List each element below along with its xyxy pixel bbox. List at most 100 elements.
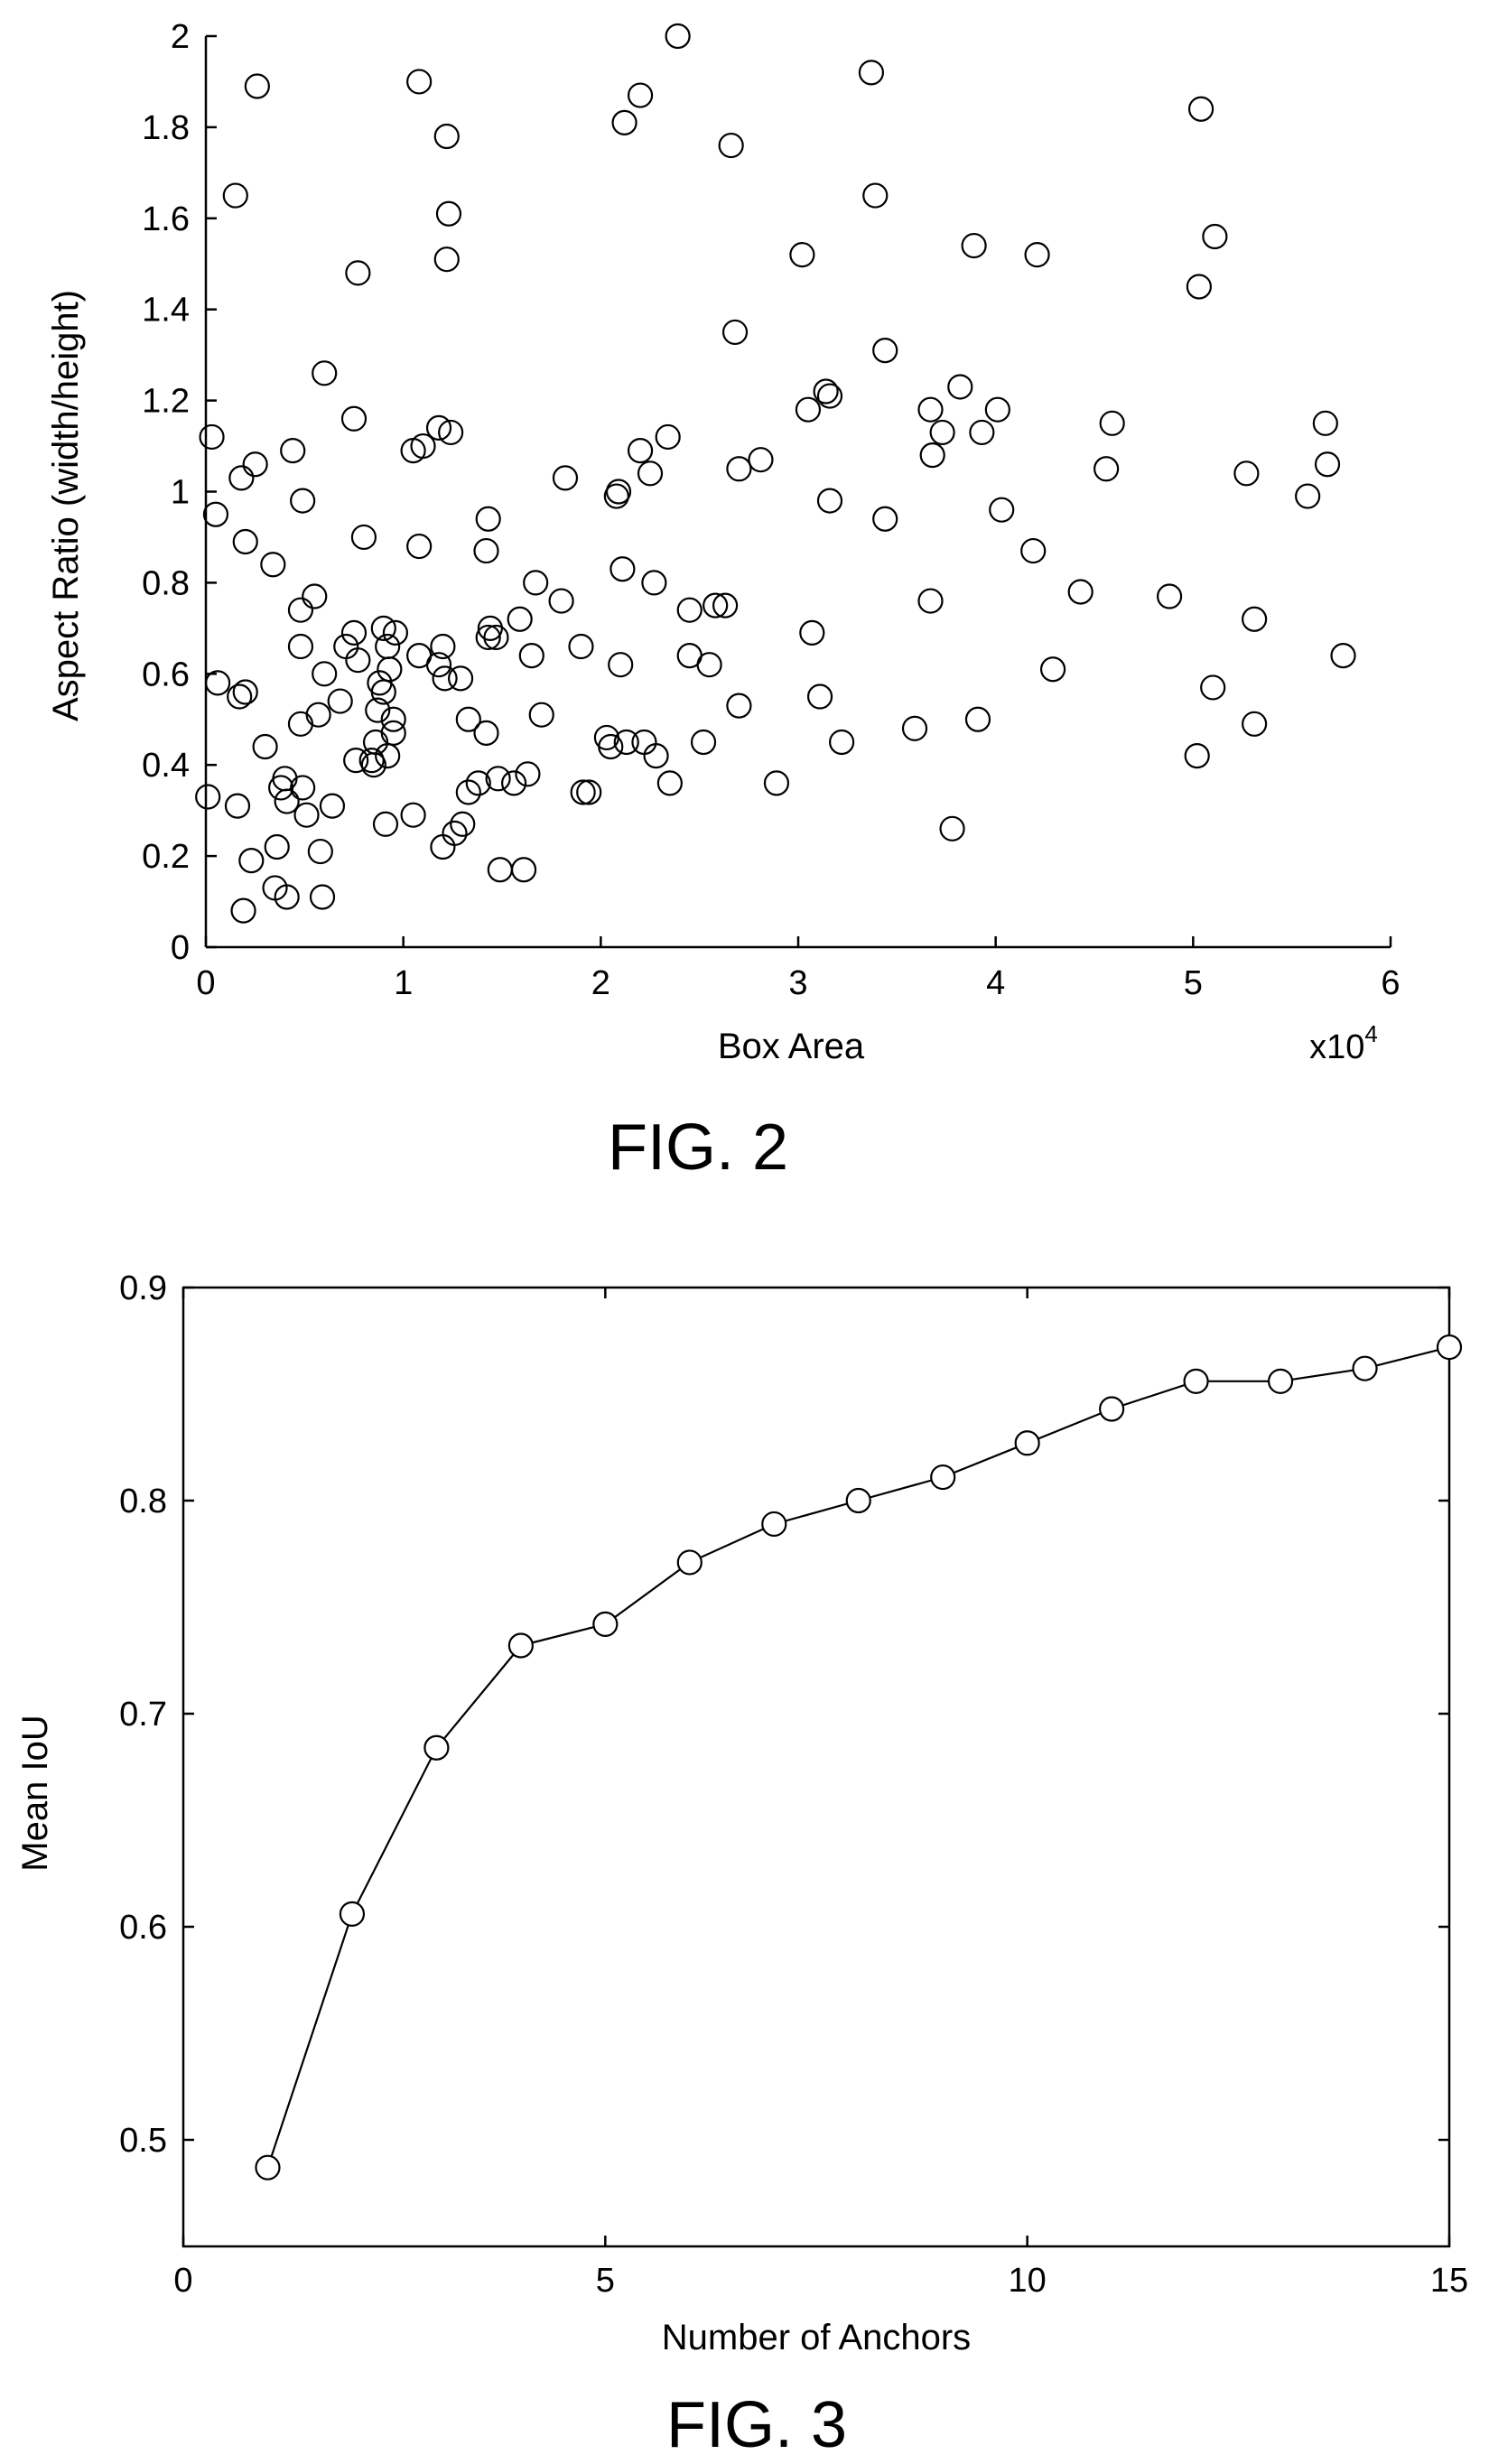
fig2-data-point [676, 597, 703, 623]
fig2-data-point [360, 752, 386, 778]
fig2-data-point [872, 506, 898, 532]
fig2-data-point [425, 414, 452, 441]
fig2-data-point [989, 497, 1015, 523]
fig2-data-point [611, 109, 637, 135]
fig2-data-point [406, 533, 433, 560]
fig2-data-point [901, 715, 928, 741]
fig2-x-tick-label: 6 [1381, 964, 1400, 1002]
fig2-data-point [528, 702, 554, 728]
fig2-x-axis-label: Box Area [718, 1027, 865, 1066]
fig2-data-point [400, 802, 426, 828]
fig2-data-point [380, 706, 406, 732]
fig2-data-point [483, 624, 509, 651]
fig2-data-point [358, 748, 385, 774]
fig2-x-tick-label: 0 [196, 964, 215, 1002]
fig3-x-tick-label: 15 [1430, 2262, 1468, 2300]
fig2-data-point [608, 652, 634, 678]
fig2-data-point [312, 661, 338, 687]
fig2-data-point [222, 182, 248, 209]
fig3-y-tick-label: 0.5 [119, 2122, 167, 2160]
fig2-data-point [703, 592, 729, 618]
fig2-data-point [690, 729, 717, 756]
fig3-data-point [507, 1632, 534, 1659]
fig3-y-tick-label: 0.9 [119, 1269, 167, 1307]
fig2-caption: FIG. 2 [608, 1111, 788, 1184]
fig3-x-axis-label: Number of Anchors [662, 2318, 971, 2357]
fig2-data-point [613, 729, 639, 756]
fig3-data-point [845, 1487, 871, 1514]
fig2-data-point [319, 793, 346, 819]
fig2-data-point [1314, 451, 1341, 478]
fig2-data-point [365, 697, 391, 723]
fig2-data-point [961, 232, 987, 259]
fig3-plot-area: 0 5 10 15 0.5 0.6 0.7 0.8 0.9 [119, 1269, 1468, 2300]
fig2-data-point [305, 702, 331, 728]
fig2-data-point [548, 588, 574, 614]
fig2-data-point [430, 833, 456, 860]
fig2-data-point [473, 537, 499, 564]
fig2-data-point [862, 182, 889, 209]
fig2-data-point [718, 132, 744, 159]
fig2-data-point [309, 884, 336, 910]
fig2-data-point [375, 743, 401, 769]
fig2-data-point [345, 647, 371, 674]
fig2-data-point [696, 652, 722, 678]
fig2-data-point [501, 770, 527, 796]
fig3-line-chart: 0 5 10 150.50.60.70.80.9 Number of Anchors … [15, 1269, 1468, 2461]
fig2-data-point [232, 528, 258, 555]
fig2-data-point [199, 423, 225, 451]
fig3-plot-frame [181, 1286, 1451, 2248]
fig2-data-point [290, 775, 316, 801]
fig2-data-point [1330, 643, 1356, 669]
fig2-data-point [205, 670, 231, 696]
fig2-data-point [656, 770, 683, 796]
fig2-data-point [227, 683, 253, 710]
fig2-data-point [455, 779, 481, 805]
fig2-data-point [370, 679, 396, 705]
fig2-data-point [806, 683, 833, 710]
fig2-data-point [1039, 656, 1066, 683]
fig3-data-point [1352, 1355, 1378, 1381]
fig2-data-point [290, 488, 316, 514]
fig2-data-point [1020, 537, 1047, 564]
fig2-data-point [1024, 242, 1050, 268]
fig2-data-point [631, 729, 657, 756]
fig2-y-tick-label: 1 [171, 474, 190, 512]
fig2-data-point [350, 524, 377, 551]
fig2-x-tick-label: 1 [394, 964, 413, 1002]
fig3-data-point [339, 1901, 366, 1927]
fig3-data-point [1014, 1430, 1040, 1456]
fig2-data-point [287, 597, 314, 623]
fig2-y-tick-label: 0.2 [142, 838, 190, 876]
fig2-data-point [510, 857, 537, 883]
fig2-data-point [327, 688, 353, 714]
fig2-y-tick-label: 0 [171, 929, 190, 967]
fig2-data-point [442, 820, 468, 846]
fig2-data-point [605, 479, 632, 505]
fig2-x-tick-label: 5 [1184, 964, 1203, 1002]
fig2-data-point [1242, 711, 1268, 737]
fig2-data-point [1200, 674, 1226, 701]
fig2-data-point [610, 556, 636, 582]
fig2-data-point [435, 200, 462, 227]
fig2-data-point [312, 360, 338, 386]
fig2-data-point [969, 419, 995, 446]
fig2-data-point [665, 23, 691, 50]
fig2-data-point [829, 729, 855, 756]
fig2-data-point [455, 706, 481, 732]
fig2-data-point [340, 405, 368, 432]
fig3-x-tick-label: 5 [596, 2262, 615, 2300]
fig2-data-point [485, 766, 511, 792]
fig2-data-point [1187, 96, 1214, 122]
fig2-data-point [598, 733, 624, 760]
fig2-x-multiplier-label: x104 [1309, 1020, 1378, 1066]
fig2-y-tick-label: 1.4 [142, 292, 190, 330]
fig2-data-point [1184, 743, 1210, 769]
fig2-data-point [307, 838, 333, 865]
fig2-data-point [450, 811, 476, 837]
fig2-data-point [202, 501, 229, 527]
fig3-y-tick-label: 0.7 [119, 1696, 167, 1734]
fig2-y-tick-label: 0.4 [142, 747, 190, 785]
fig2-y-tick-label: 1.8 [142, 109, 190, 147]
